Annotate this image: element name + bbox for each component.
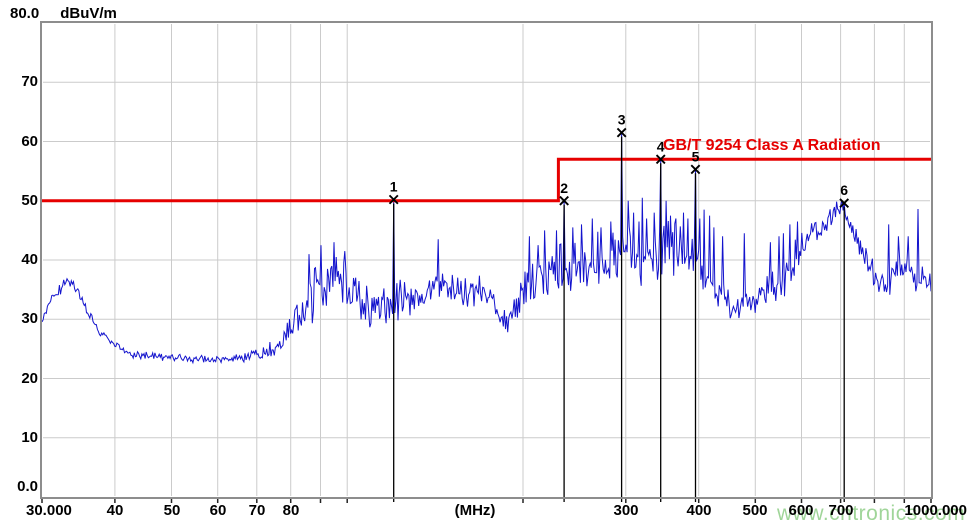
limit-line-label: GB/T 9254 Class A Radiation bbox=[663, 137, 881, 154]
y-tick-label-50: 50 bbox=[21, 192, 38, 209]
svg-text:6: 6 bbox=[840, 182, 848, 198]
x-tick-label-70: 70 bbox=[248, 502, 266, 519]
x-tick-label-60: 60 bbox=[209, 502, 227, 519]
x-tick-label-80: 80 bbox=[282, 502, 300, 519]
x-tick-label-600: 600 bbox=[788, 502, 814, 519]
y-tick-label-60: 60 bbox=[21, 133, 38, 150]
y-tick-label-70: 70 bbox=[21, 73, 38, 90]
watermark: www.cntronics.com bbox=[777, 502, 966, 525]
y-tick-label-0: 0.0 bbox=[17, 478, 38, 495]
y-axis-unit-label: dBuV/m bbox=[60, 5, 117, 22]
svg-text:1: 1 bbox=[390, 179, 398, 195]
y-tick-label-40: 40 bbox=[21, 251, 38, 268]
y-tick-label-10: 10 bbox=[21, 429, 38, 446]
x-tick-label-50: 50 bbox=[163, 502, 181, 519]
svg-text:3: 3 bbox=[618, 112, 626, 128]
y-axis-header: 80.0 dBuV/m bbox=[10, 5, 117, 22]
x-tick-label-400: 400 bbox=[686, 502, 712, 519]
x-tick-label-700: 700 bbox=[828, 502, 854, 519]
x-tick-label-1000: 1000.000 bbox=[904, 502, 967, 519]
x-tick-label-500: 500 bbox=[742, 502, 768, 519]
x-axis-unit-label: (MHz) bbox=[454, 502, 496, 519]
svg-text:5: 5 bbox=[692, 148, 700, 164]
x-tick-label-40: 40 bbox=[106, 502, 124, 519]
y-tick-label-20: 20 bbox=[21, 370, 38, 387]
svg-text:2: 2 bbox=[560, 180, 568, 196]
x-tick-label-30: 30.000 bbox=[26, 502, 72, 519]
y-tick-label-30: 30 bbox=[21, 310, 38, 327]
x-tick-label-300: 300 bbox=[613, 502, 639, 519]
svg-text:4: 4 bbox=[657, 138, 665, 154]
y-axis-top-value: 80.0 bbox=[10, 5, 40, 22]
